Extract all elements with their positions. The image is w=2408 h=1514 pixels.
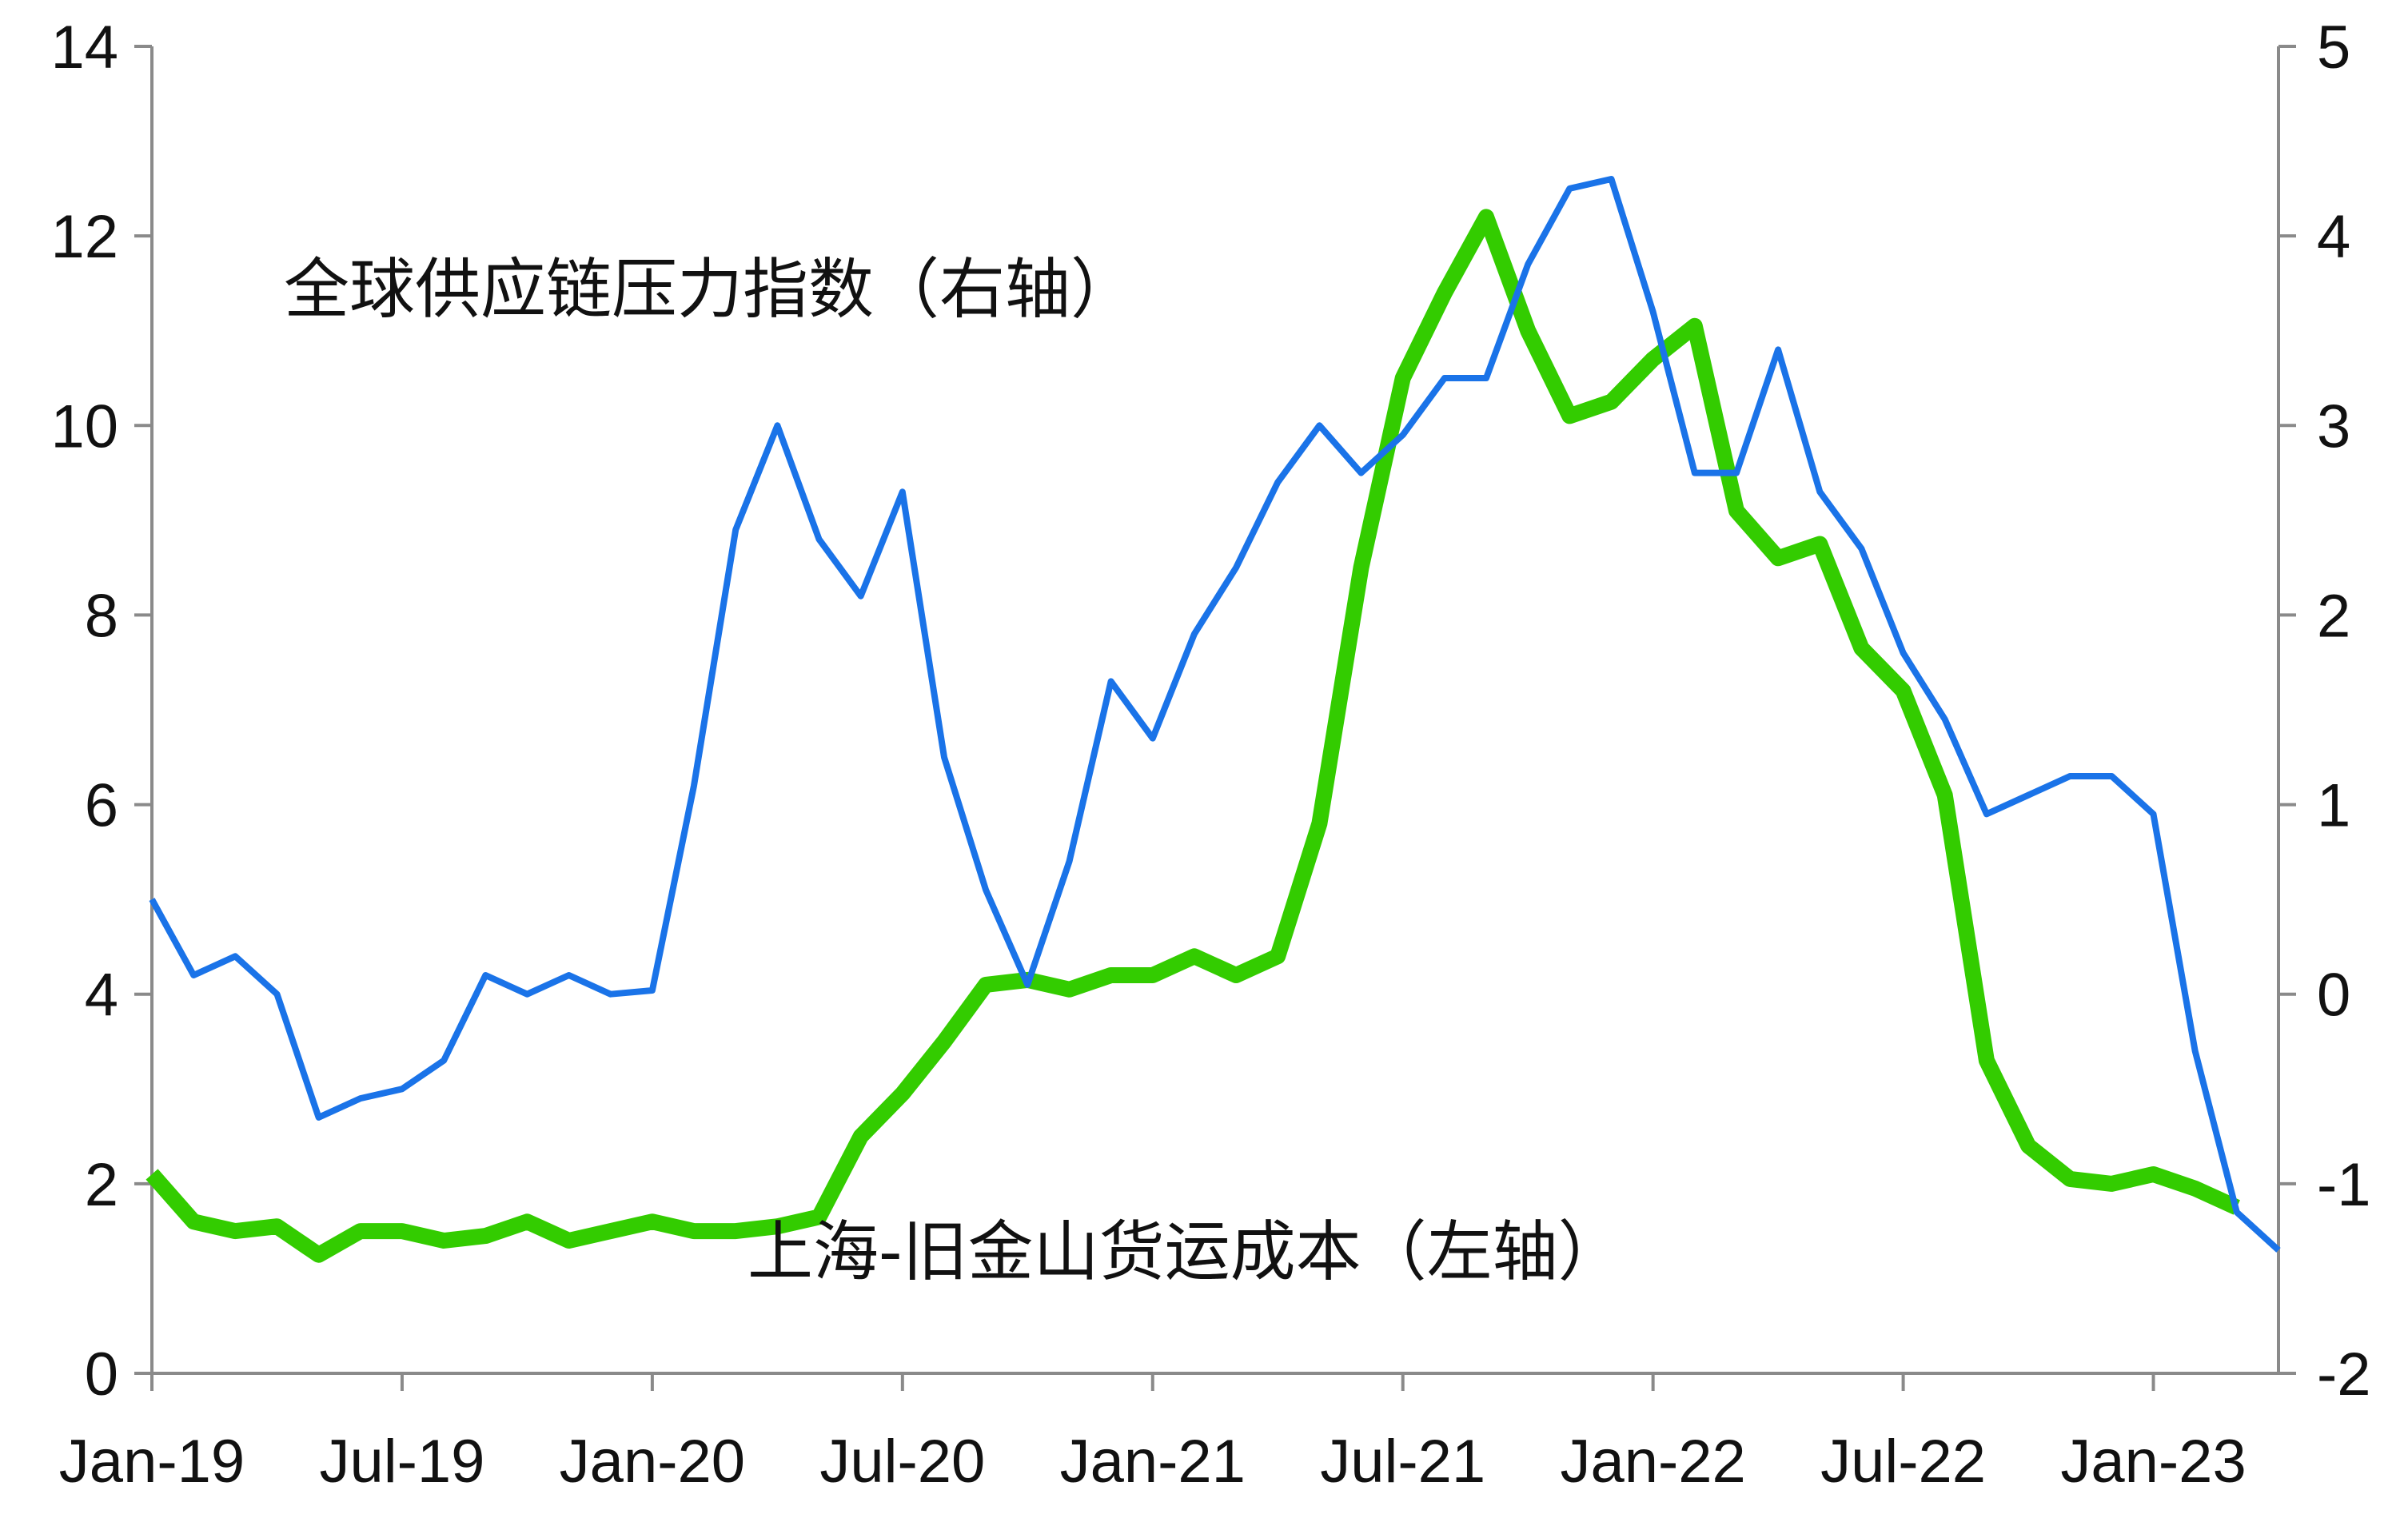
y-right-tick-label: -2 bbox=[2317, 1341, 2371, 1408]
x-tick-label: Jan-19 bbox=[59, 1428, 245, 1496]
annotation-supply-chain-index: 全球供应链压力指数（右轴） bbox=[284, 252, 1136, 328]
y-axis-left: 0 2 4 6 8 10 12 14 bbox=[50, 14, 153, 1408]
series-line-freight-cost bbox=[146, 209, 2240, 1263]
y-left-tick-label: 12 bbox=[50, 203, 118, 271]
y-right-tick-label: 5 bbox=[2317, 14, 2350, 82]
y-left-tick-label: 8 bbox=[85, 582, 118, 650]
series-line-supply-chain-index bbox=[149, 176, 2281, 1253]
y-right-tick-label: -1 bbox=[2317, 1151, 2371, 1219]
y-right-tick-label: 1 bbox=[2317, 772, 2350, 840]
annotations: 全球供应链压力指数（右轴） 上海-旧金山货运成本（左轴） bbox=[284, 252, 1624, 1290]
x-tick-label: Jul-19 bbox=[319, 1428, 484, 1496]
y-axis-right: -2 -1 0 1 2 3 4 5 bbox=[2277, 14, 2371, 1408]
y-left-tick-label: 0 bbox=[85, 1341, 118, 1408]
series-lines bbox=[146, 176, 2281, 1263]
x-tick-label: Jan-23 bbox=[2060, 1428, 2246, 1496]
y-right-tick-label: 2 bbox=[2317, 582, 2350, 650]
x-tick-label: Jan-21 bbox=[1060, 1428, 1246, 1496]
y-left-tick-label: 10 bbox=[50, 392, 118, 460]
x-tick-label: Jul-20 bbox=[819, 1428, 985, 1496]
y-left-tick-label: 2 bbox=[85, 1151, 118, 1219]
x-axis: Jan-19 Jul-19 Jan-20 Jul-20 Jan-21 Jul-21 Jan-… bbox=[59, 1372, 2278, 1496]
x-tick-label: Jan-20 bbox=[560, 1428, 745, 1496]
x-tick-label: Jul-22 bbox=[1820, 1428, 1986, 1496]
y-left-tick-label: 6 bbox=[85, 772, 118, 840]
y-right-tick-label: 4 bbox=[2317, 203, 2350, 271]
y-left-tick-label: 14 bbox=[50, 14, 118, 82]
y-right-tick-label: 3 bbox=[2317, 392, 2350, 460]
x-tick-label: Jan-22 bbox=[1560, 1428, 1745, 1496]
x-tick-label: Jul-21 bbox=[1320, 1428, 1485, 1496]
y-left-tick-label: 4 bbox=[85, 962, 118, 1030]
y-right-tick-label: 0 bbox=[2317, 962, 2350, 1030]
annotation-freight-cost: 上海-旧金山货运成本（左轴） bbox=[748, 1214, 1624, 1290]
